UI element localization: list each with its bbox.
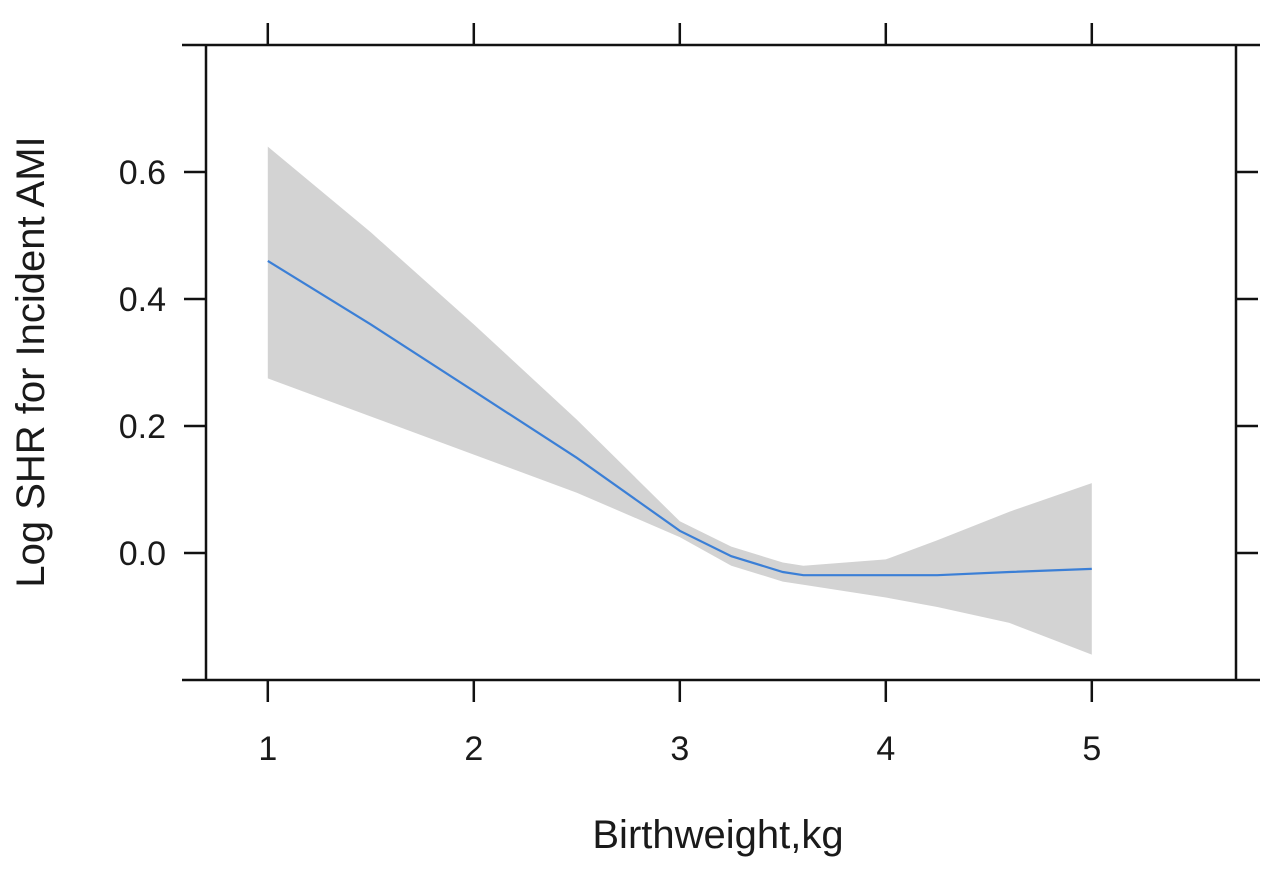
x-tick-label: 5: [1082, 730, 1101, 768]
x-tick-label: 3: [670, 730, 689, 768]
x-tick-label: 1: [258, 730, 277, 768]
y-tick-label: 0.6: [119, 154, 166, 192]
y-tick-labels: 0.0 0.2 0.4 0.6: [119, 154, 166, 573]
x-axis-title: Birthweight,kg: [592, 813, 843, 857]
confidence-band-layer: [267, 146, 1092, 655]
x-tick-label: 4: [876, 730, 895, 768]
axes-layer: [182, 23, 1260, 702]
series-line-layer: [267, 259, 1092, 577]
x-tick-label: 2: [464, 730, 483, 768]
fitted-line: [267, 259, 1092, 577]
y-tick-label: 0.0: [119, 535, 166, 573]
y-axis-title: Log SHR for Incident AMI: [9, 136, 53, 587]
confidence-band: [267, 146, 1092, 655]
y-tick-label: 0.2: [119, 408, 166, 446]
x-tick-labels: 1 2 3 4 5: [258, 730, 1101, 768]
y-tick-label: 0.4: [119, 281, 166, 319]
